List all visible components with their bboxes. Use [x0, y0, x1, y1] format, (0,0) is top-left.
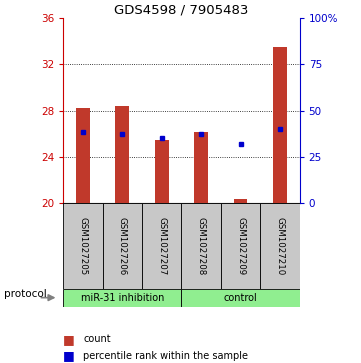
- Text: miR-31 inhibition: miR-31 inhibition: [81, 293, 164, 303]
- Text: ■: ■: [63, 333, 75, 346]
- Bar: [142, 203, 182, 289]
- Bar: [63, 289, 182, 307]
- Bar: [194, 131, 208, 203]
- Bar: [76, 109, 90, 203]
- Text: GSM1027205: GSM1027205: [78, 217, 87, 275]
- Text: GSM1027210: GSM1027210: [275, 217, 284, 275]
- Text: percentile rank within the sample: percentile rank within the sample: [83, 351, 248, 361]
- Text: GSM1027208: GSM1027208: [197, 217, 206, 275]
- Text: control: control: [224, 293, 257, 303]
- Bar: [182, 203, 221, 289]
- Text: GSM1027207: GSM1027207: [157, 217, 166, 275]
- Text: count: count: [83, 334, 111, 344]
- Text: GSM1027206: GSM1027206: [118, 217, 127, 275]
- Bar: [155, 140, 169, 203]
- Text: GSM1027209: GSM1027209: [236, 217, 245, 275]
- Text: ■: ■: [63, 349, 75, 362]
- Bar: [221, 203, 260, 289]
- Bar: [103, 203, 142, 289]
- Bar: [273, 47, 287, 203]
- Text: protocol: protocol: [4, 289, 46, 299]
- Bar: [260, 203, 300, 289]
- Bar: [182, 289, 300, 307]
- Title: GDS4598 / 7905483: GDS4598 / 7905483: [114, 4, 249, 17]
- Bar: [116, 106, 129, 203]
- Bar: [63, 203, 103, 289]
- Bar: [234, 199, 247, 203]
